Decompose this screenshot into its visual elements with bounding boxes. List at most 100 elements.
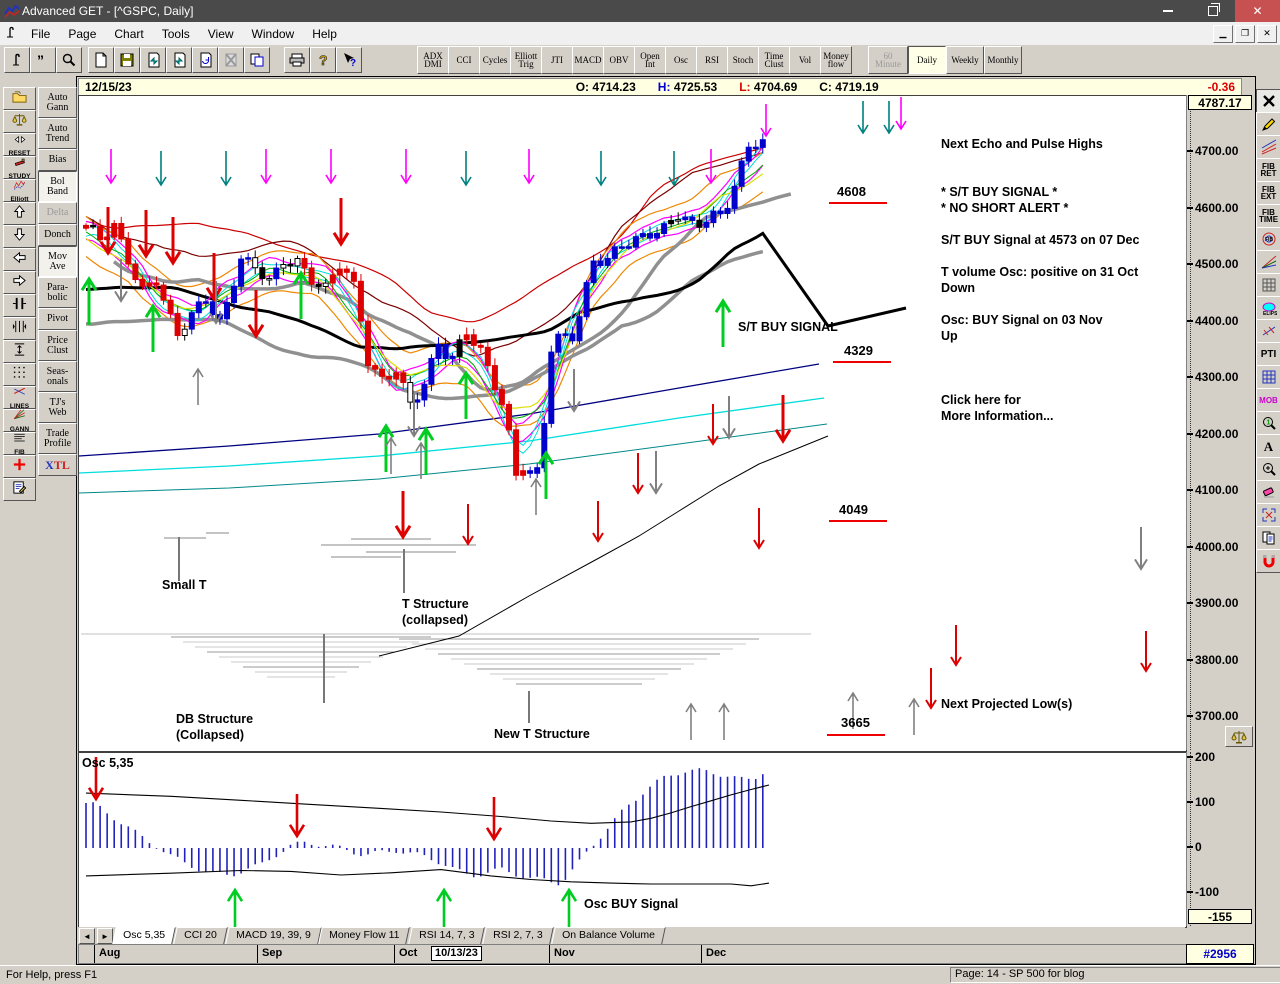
bar-spacing-button[interactable]	[3, 294, 36, 317]
fib-time-button[interactable]: FIB TIME	[1256, 204, 1280, 228]
ellipse-button[interactable]: ELiPS	[1256, 296, 1280, 320]
tab-cci-20[interactable]: CCI 20	[173, 927, 228, 944]
timeframe-monthly[interactable]: Monthly	[984, 46, 1022, 74]
study-seasonals-button[interactable]: Seas-onals	[38, 361, 77, 392]
tab-scroll-left[interactable]: ◄	[79, 928, 95, 944]
menu-page[interactable]: Page	[68, 26, 97, 41]
menu-view[interactable]: View	[207, 26, 234, 41]
page-back-button[interactable]	[140, 47, 166, 73]
indicator-cycles[interactable]: Cycles	[479, 46, 511, 74]
indicator-rsi[interactable]: RSI	[696, 46, 728, 74]
indicator-jti[interactable]: JTI	[541, 46, 573, 74]
indicator-obv[interactable]: OBV	[603, 46, 635, 74]
study-delta-button[interactable]: Delta	[38, 202, 77, 224]
menu-file[interactable]: File	[31, 26, 51, 41]
tab-rsi-2-7-3[interactable]: RSI 2, 7, 3	[482, 927, 554, 944]
elliott-button[interactable]: Elliott	[3, 179, 36, 203]
study-donch-button[interactable]: Donch	[38, 224, 77, 246]
magnifier-button[interactable]	[56, 47, 82, 73]
gann-button[interactable]: GANN	[3, 409, 36, 433]
zoom-button[interactable]	[1256, 457, 1280, 481]
fib-circle-button[interactable]: FIB	[1256, 227, 1280, 251]
fib-button[interactable]: FIB	[3, 432, 36, 456]
close-button[interactable]: ✕	[1235, 0, 1280, 22]
indicator-vol[interactable]: Vol	[789, 46, 821, 74]
info-search-button[interactable]: 1	[1256, 411, 1280, 435]
save-button[interactable]	[114, 47, 140, 73]
study-autotrend-button[interactable]: Auto Trend	[38, 118, 77, 149]
menu-tools[interactable]: Tools	[161, 26, 190, 41]
lines-button[interactable]: LINES	[3, 386, 36, 410]
study-parabolic-button[interactable]: Para-bolic	[38, 277, 77, 308]
print-button[interactable]	[284, 47, 310, 73]
pencil-button[interactable]	[1256, 112, 1280, 136]
indicator-adx-dmi[interactable]: ADX DMI	[417, 46, 449, 74]
help-button[interactable]: ?	[310, 47, 336, 73]
price-axis[interactable]: 4700.00 4600.00 4500.00 4400.00 4300.00 4200.…	[1186, 95, 1254, 750]
fib-ret-button[interactable]: FIB RET	[1256, 158, 1280, 182]
indicator-money-flow[interactable]: Money flow	[820, 46, 852, 74]
date-axis[interactable]: Aug Sep Oct Nov Dec 10/13/23	[78, 944, 1187, 964]
tab-money-flow-11[interactable]: Money Flow 11	[318, 927, 411, 944]
indicator-time-clust[interactable]: Time Clust	[758, 46, 790, 74]
study-movave-button[interactable]: Mov Ave	[38, 246, 77, 277]
trendlines-button[interactable]	[1256, 135, 1280, 159]
menu-help[interactable]: Help	[312, 26, 337, 41]
arrow-down-button[interactable]	[3, 225, 36, 248]
indicator-elliott-trig[interactable]: Elliott Trig	[510, 46, 542, 74]
vertical-scale-button[interactable]	[3, 340, 36, 363]
study-pivot-button[interactable]: Pivot	[38, 308, 77, 330]
page-refresh-button[interactable]	[192, 47, 218, 73]
indicator-osc[interactable]: Osc	[665, 46, 697, 74]
grid-button[interactable]	[3, 363, 36, 386]
grid-tool-button[interactable]	[1256, 273, 1280, 297]
pti-button[interactable]: PTI	[1256, 342, 1280, 366]
study-tjsweb-button[interactable]: TJ's Web	[38, 392, 77, 423]
child-close-button[interactable]: ✕	[1257, 24, 1277, 43]
axis-scale-button[interactable]	[1225, 726, 1253, 747]
arrow-right-button[interactable]	[3, 271, 36, 294]
fib-ext-button[interactable]: FIB EXT	[1256, 181, 1280, 205]
study-bolband-button[interactable]: Bol Band	[38, 171, 77, 202]
eraser-button[interactable]	[1256, 480, 1280, 504]
main-chart[interactable]: 4608 4329 4049 3665 Next Echo and Pulse High…	[78, 95, 1187, 752]
timeframe-daily[interactable]: Daily	[908, 46, 946, 74]
expand-button[interactable]	[1256, 503, 1280, 527]
study-bias-button[interactable]: Bias	[38, 149, 77, 171]
tab-on-balance-volume[interactable]: On Balance Volume	[551, 927, 666, 944]
oscillator-panel[interactable]: Osc BUY Signal Osc 5,35	[78, 752, 1187, 930]
scales-button[interactable]	[3, 110, 36, 133]
page-delete-button[interactable]	[218, 47, 244, 73]
tab-macd-19-39-9[interactable]: MACD 19, 39, 9	[224, 927, 322, 944]
study-tradeprofile-button[interactable]: Trade Profile	[38, 423, 77, 454]
restore-button[interactable]	[1190, 0, 1235, 22]
tab-osc-5-35[interactable]: Osc 5,35	[112, 927, 176, 944]
mob-button[interactable]: MOB	[1256, 388, 1280, 412]
indicator-open-int[interactable]: Open Int	[634, 46, 666, 74]
quotes-button[interactable]: ”	[30, 47, 56, 73]
child-minimize-button[interactable]: ▁	[1213, 24, 1233, 43]
arrow-up-button[interactable]	[3, 202, 36, 225]
context-help-button[interactable]: ?	[336, 47, 362, 73]
properties-button[interactable]	[3, 478, 36, 501]
crosshair-plus-button[interactable]	[3, 455, 36, 478]
arrow-left-button[interactable]	[3, 248, 36, 271]
grid-blue-button[interactable]	[1256, 365, 1280, 389]
page-forward-button[interactable]	[166, 47, 192, 73]
oscillator-axis[interactable]: 200 100 0 -100 -155	[1186, 750, 1254, 926]
delete-x-button[interactable]	[1256, 89, 1280, 113]
pages-tile-button[interactable]	[244, 47, 270, 73]
pin-button[interactable]	[4, 47, 30, 73]
new-page-button[interactable]	[88, 47, 114, 73]
tab-rsi-14-7-3[interactable]: RSI 14, 7, 3	[408, 927, 486, 944]
text-tool-button[interactable]: A	[1256, 434, 1280, 458]
fan-lines-button[interactable]	[1256, 250, 1280, 274]
study-button[interactable]: STUDY	[3, 156, 36, 180]
mdi-child-icon[interactable]	[4, 25, 18, 42]
tab-scroll-right[interactable]: ►	[97, 928, 113, 944]
magnet-button[interactable]	[1256, 549, 1280, 573]
reset-button[interactable]: RESET	[3, 133, 36, 157]
indicator-macd[interactable]: MACD	[572, 46, 604, 74]
study-xtl-button[interactable]: XTL	[38, 454, 77, 476]
copy-pages-button[interactable]	[1256, 526, 1280, 550]
